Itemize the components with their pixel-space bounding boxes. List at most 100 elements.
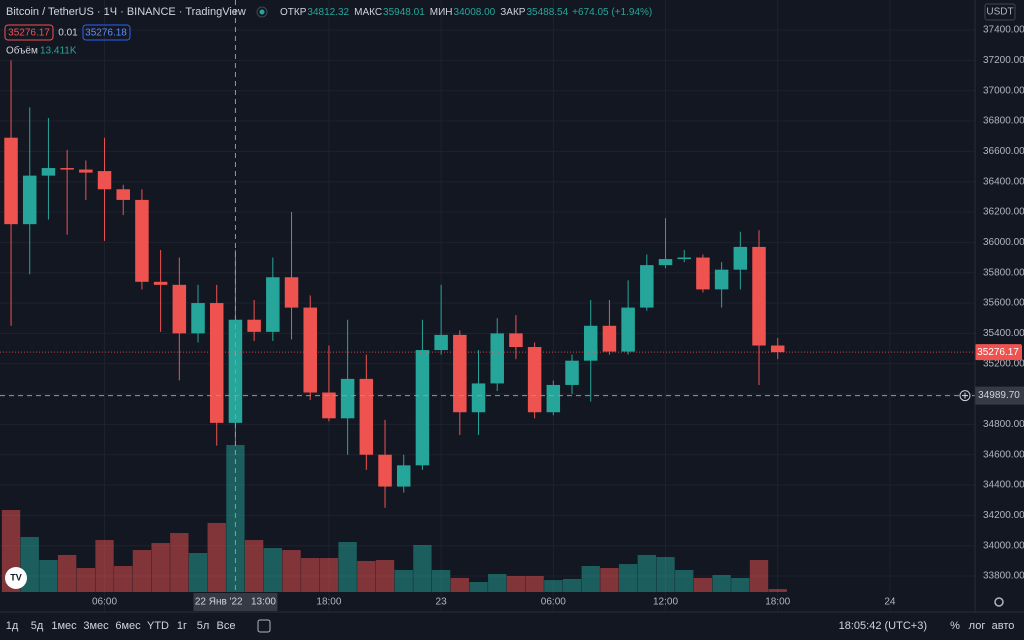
ohlc-value: 34812.32 [307,7,349,18]
clock[interactable]: 18:05:42 (UTC+3) [839,620,927,632]
date-range-icon[interactable] [257,619,271,633]
ohlc-key: МИН [430,7,453,18]
range-button[interactable]: YTD [147,620,169,632]
last-price-label: 35276.17 [977,347,1019,358]
volume-bar [675,569,694,592]
y-tick-label: 37400.00 [983,25,1024,36]
auto-toggle[interactable]: авто [992,620,1015,632]
ohlc-value: 35488.54 [526,7,568,18]
volume-bar [693,577,713,592]
candle-body [415,350,430,466]
candle-body [378,454,392,487]
volume-label: Объём [6,45,38,57]
candle-body [490,333,504,384]
candle-body [396,465,411,487]
y-tick-label: 36000.00 [983,237,1024,248]
volume-bar [338,542,357,592]
volume-bar [170,533,189,592]
range-button[interactable]: 1мес [51,620,77,632]
last-price-box [975,344,1022,361]
range-button[interactable]: 5л [197,620,210,632]
volume-bar [226,445,245,592]
candle-body [621,307,635,352]
y-tick-label: 37200.00 [983,55,1024,66]
y-tick-label: 36600.00 [983,146,1024,157]
candle-body [116,189,130,200]
add-alert-icon[interactable] [959,390,971,402]
x-tick-label: 18:00 [765,597,790,608]
x-tick-label: 06:00 [92,597,117,608]
x-tick-label: 23 [436,597,448,608]
percent-toggle[interactable]: % [950,620,960,632]
range-button[interactable]: 3мес [83,620,109,632]
volume-bar [488,574,507,592]
volume-bar [506,575,526,592]
candle-body [135,199,149,282]
volume-bar [394,569,413,592]
y-tick-label: 34000.00 [983,540,1024,551]
crosshair-time-box [193,593,278,611]
volume-bar [76,567,95,592]
range-button[interactable]: 6мес [115,620,141,632]
range-button[interactable]: 1д [6,620,19,632]
volume-bar [525,575,544,592]
y-tick-label: 34600.00 [983,449,1024,460]
candle-body [41,168,56,176]
candle-body [714,269,729,290]
volume-bar [114,566,133,592]
ohlc-key: МАКС [354,7,382,18]
candle-body [527,347,542,413]
sell-box[interactable] [4,24,54,41]
y-tick-label: 33800.00 [983,571,1024,582]
buy-price[interactable]: 35276.18 [85,28,127,39]
buy-box[interactable] [82,24,131,41]
volume-bar [319,558,339,592]
ohlc-key: ОТКР [280,7,307,18]
candle-body [752,246,766,346]
candle-body [284,277,299,308]
tv-logo[interactable] [5,567,27,589]
candle-body [79,169,93,173]
y-tick-label: 37000.00 [983,85,1024,96]
volume-bar [768,589,787,592]
x-tick-label: 18:00 [316,597,341,608]
log-toggle[interactable]: лог [969,620,986,632]
volume-bar [95,540,114,592]
candle-body [658,259,673,266]
y-tick-label: 35600.00 [983,298,1024,309]
volume-bar [600,567,619,592]
volume-bar [151,543,170,592]
y-tick-label: 36400.00 [983,176,1024,187]
candle-body [770,345,785,353]
candle-body [434,334,448,351]
volume-bar [656,557,675,592]
volume-bar [263,548,282,592]
volume-bar [581,566,600,592]
candle-body [602,325,617,352]
candle-body [303,307,317,393]
candle-body [733,246,748,270]
volume-bar [450,577,469,592]
x-tick-label: 12:00 [653,597,678,608]
volume-bar [618,564,638,592]
y-tick-label: 36200.00 [983,207,1024,218]
change: +674.05 (+1.94%) [572,7,652,18]
tv-logo-mark[interactable]: TV [10,572,22,582]
x-tick-label: 06:00 [541,597,566,608]
candle-body [191,303,205,334]
range-button[interactable]: 1г [177,620,187,632]
candle-body [153,281,168,285]
volume-bar [413,544,432,592]
sell-price[interactable]: 35276.17 [8,28,50,39]
settings-icon[interactable] [994,597,1004,607]
volume-bar [731,577,750,592]
range-button[interactable]: 5д [31,620,44,632]
candle-body [266,277,280,332]
range-button[interactable]: Все [217,620,236,632]
candle-body [696,257,710,290]
currency[interactable]: USDT [986,7,1013,18]
volume-bar [57,554,77,592]
currency-box[interactable] [984,3,1016,21]
